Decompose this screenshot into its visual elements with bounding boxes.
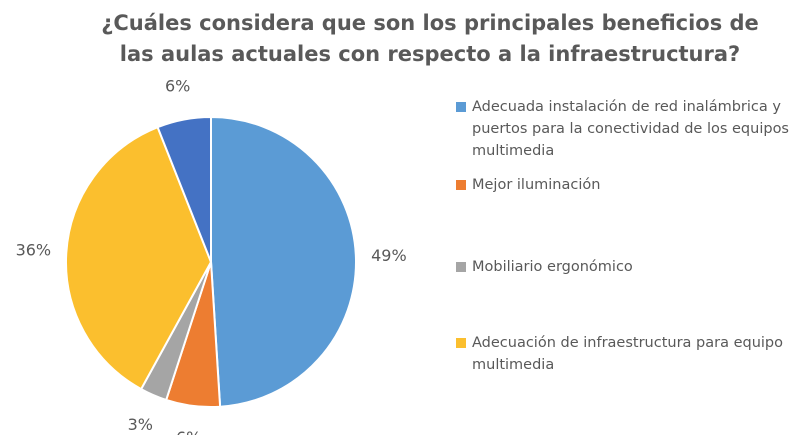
- legend-label: Adecuación de infraestructura para equip…: [472, 335, 783, 373]
- data-label: 49%: [371, 246, 407, 265]
- pie-slice: [156, 115, 212, 263]
- legend-item: Adecuación de infraestructura para equip…: [456, 332, 801, 376]
- legend-swatch: [456, 338, 466, 348]
- legend-item: Mobiliario ergonómico: [456, 256, 801, 278]
- legend-swatch: [456, 180, 466, 190]
- data-label: 6%: [165, 77, 190, 96]
- legend-label: Adecuada instalación de red inalámbrica …: [472, 99, 789, 159]
- legend-label: Mejor iluminación: [472, 177, 601, 193]
- chart-title: ¿Cuáles considera que son los principale…: [101, 11, 759, 66]
- pie-slice: [65, 125, 213, 391]
- data-label: 6%: [176, 428, 201, 435]
- legend-swatch: [456, 102, 466, 112]
- legend-swatch: [456, 262, 466, 272]
- legend-item: Mejor iluminación: [456, 174, 801, 196]
- pie-slice: [210, 115, 358, 408]
- legend-label: Mobiliario ergonómico: [472, 259, 633, 275]
- legend-item: Adecuada instalación de red inalámbrica …: [456, 96, 801, 162]
- data-label: 3%: [128, 415, 153, 434]
- data-label: 36%: [16, 240, 52, 259]
